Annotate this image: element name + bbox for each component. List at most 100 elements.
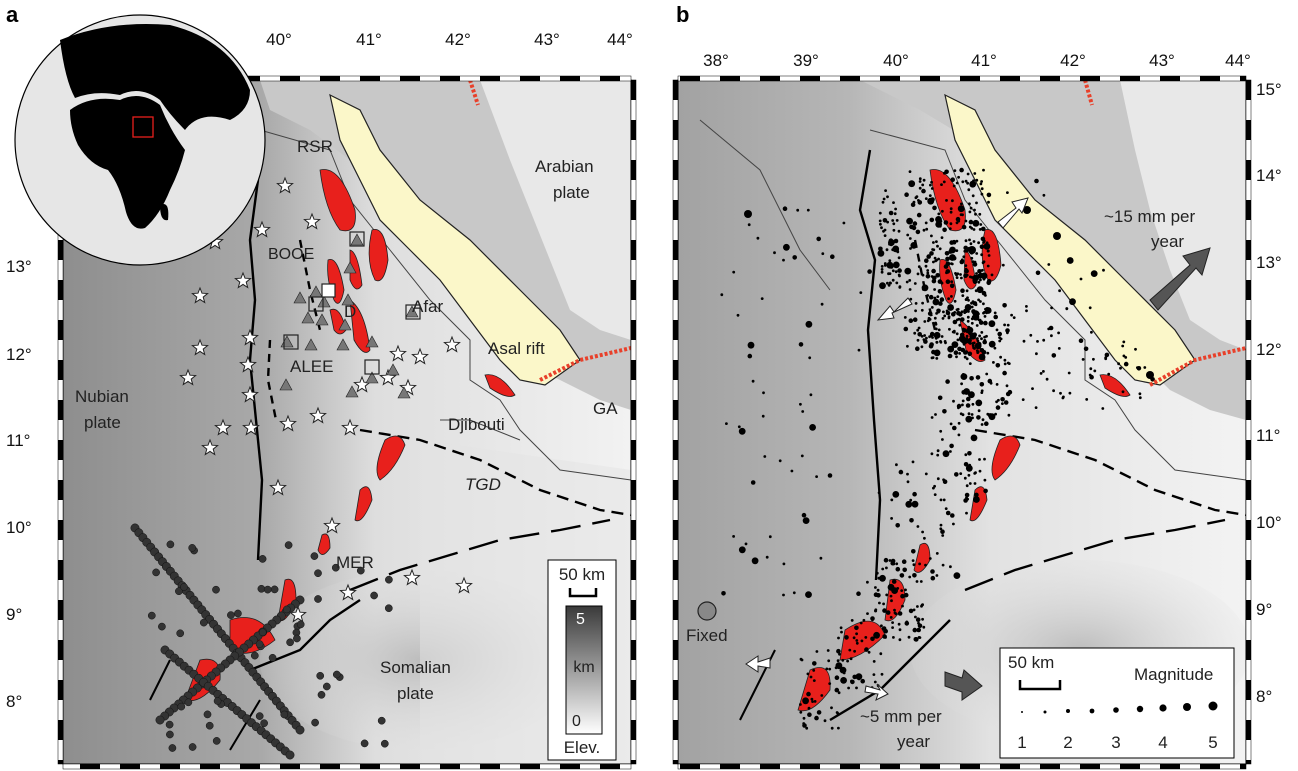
epicenter: [940, 529, 945, 534]
epicenter: [898, 469, 904, 475]
epicenter: [965, 403, 971, 408]
epicenter: [986, 192, 992, 198]
lat-tick: 11°: [1256, 426, 1280, 445]
lon-tick: 42°: [1060, 51, 1086, 70]
epicenter: [930, 569, 935, 574]
epicenter: [931, 268, 936, 274]
epicenter: [959, 167, 964, 173]
epicenter: [944, 507, 948, 510]
epicenter: [955, 216, 961, 222]
epicenter: [957, 433, 961, 437]
lat-tick: 12°: [6, 345, 32, 364]
seismic-stations: [130, 523, 393, 760]
epicenter: [932, 298, 940, 306]
study-area-box: [132, 116, 154, 138]
epicenter: [867, 650, 871, 654]
lat-tick: 9°: [1256, 600, 1272, 619]
epicenter: [807, 706, 811, 710]
station-dot: [285, 750, 295, 760]
epicenter: [964, 492, 970, 498]
epicenter: [762, 391, 765, 395]
epicenter: [836, 648, 841, 654]
epicenter: [1119, 366, 1122, 370]
epicenter: [1058, 289, 1061, 293]
epicenter: [1136, 366, 1142, 371]
epicenter: [961, 399, 965, 403]
epicenter: [867, 269, 872, 274]
epicenter: [995, 328, 999, 332]
epicenter: [888, 210, 894, 216]
epicenter: [821, 252, 825, 256]
epicenter: [949, 210, 953, 214]
label-tgd: TGD: [465, 475, 501, 494]
station-dot: [158, 622, 166, 631]
epicenter: [796, 208, 800, 212]
elevation-legend: 50 km 5 km 0 Elev.: [547, 559, 617, 761]
epicenter: [808, 356, 812, 360]
epicenter: [1107, 372, 1111, 376]
epicenter: [888, 238, 894, 243]
epicenter: [836, 659, 840, 663]
epicenter: [811, 700, 814, 703]
epicenter: [958, 335, 966, 343]
epicenter: [947, 297, 950, 301]
station-dot: [205, 721, 214, 730]
epicenter: [1042, 370, 1045, 373]
epicenter: [862, 618, 866, 622]
epicenter: [886, 281, 889, 285]
epicenter: [1068, 391, 1072, 395]
epicenter: [965, 357, 969, 361]
epicenter: [894, 612, 898, 616]
epicenter: [995, 400, 998, 404]
epicenter: [872, 660, 876, 663]
epicenter: [964, 267, 968, 271]
epicenter: [986, 351, 990, 355]
epicenter: [966, 172, 970, 176]
epicenter: [941, 209, 944, 213]
station-dot: [332, 670, 341, 679]
station-dot: [360, 739, 369, 748]
epicenter: [963, 462, 969, 467]
epicenter: [952, 399, 955, 403]
epicenter: [916, 272, 920, 276]
epicenter: [1092, 357, 1095, 361]
epicenter: [972, 219, 980, 227]
epicenter: [738, 546, 746, 554]
epicenter: [970, 256, 974, 260]
label-somalian: Somalian: [380, 658, 451, 677]
epicenter: [923, 334, 926, 337]
epicenter: [987, 378, 993, 384]
rate-ne-line1: ~15 mm per: [1104, 207, 1196, 226]
station-dot: [263, 585, 272, 594]
epicenter: [967, 451, 972, 456]
station-dot: [268, 653, 277, 662]
epicenter: [895, 463, 898, 467]
elev-unit: km: [573, 659, 594, 676]
epicenter: [943, 314, 947, 318]
epicenter: [955, 308, 959, 312]
epicenter: [939, 429, 943, 433]
epicenter: [916, 525, 920, 528]
epicenter: [880, 672, 884, 676]
epicenter: [955, 221, 959, 225]
station-dot: [188, 743, 197, 751]
epicenter: [950, 177, 955, 182]
epicenter: [908, 279, 912, 282]
epicenter: [928, 318, 932, 321]
epicenter: [801, 410, 805, 413]
epicenter: [809, 424, 816, 431]
epicenter: [925, 274, 931, 279]
epicenter: [1065, 307, 1069, 311]
mag-dot: [1043, 710, 1047, 714]
epicenter: [859, 291, 863, 294]
epicenter: [802, 716, 806, 720]
epicenter: [807, 712, 812, 717]
triangle-markers: [279, 231, 421, 399]
epicenter: [837, 691, 841, 695]
epicenter: [993, 311, 997, 315]
epicenter: [773, 251, 776, 255]
epicenter: [952, 319, 958, 325]
epicenter: [1007, 413, 1011, 417]
epicenter: [802, 722, 806, 725]
lat-tick: 9°: [6, 605, 22, 624]
